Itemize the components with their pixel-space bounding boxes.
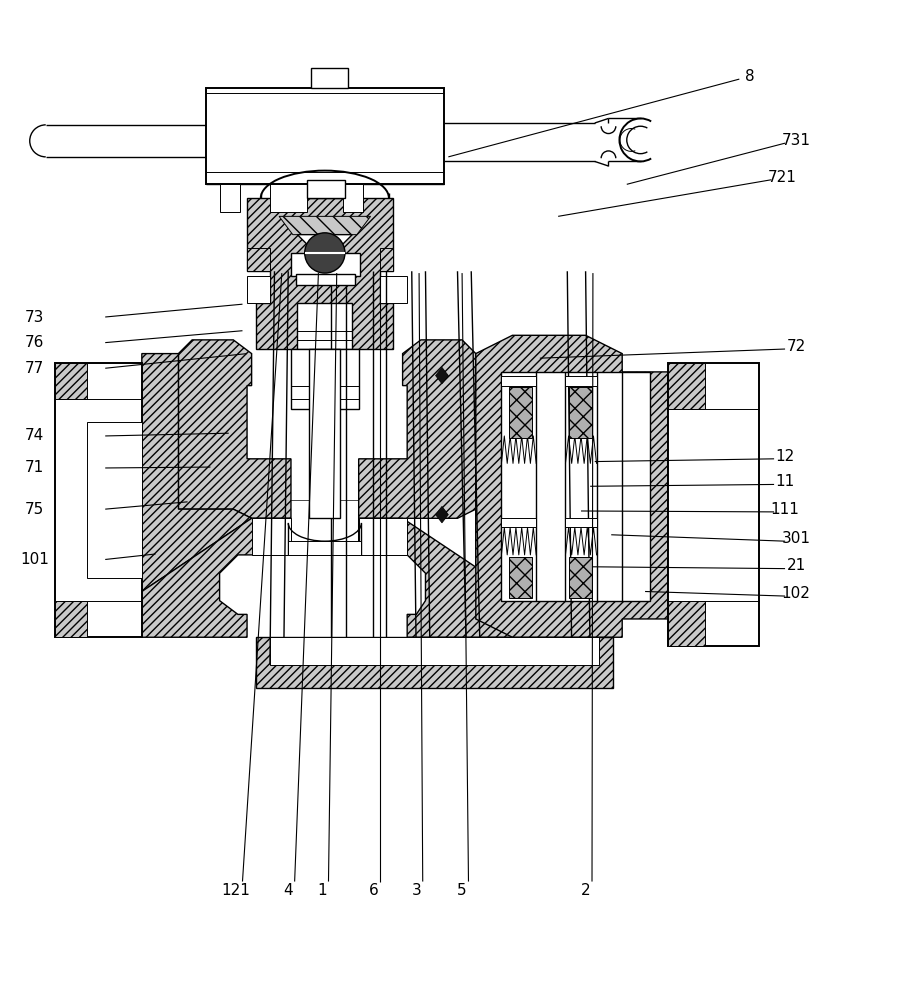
Text: 121: 121 <box>221 883 251 898</box>
Text: 71: 71 <box>25 460 45 475</box>
Bar <box>307 180 345 198</box>
Circle shape <box>305 233 345 273</box>
Bar <box>55 363 142 637</box>
Text: 11: 11 <box>775 474 795 489</box>
Bar <box>252 518 291 555</box>
Bar <box>297 303 352 349</box>
Polygon shape <box>668 601 705 646</box>
Polygon shape <box>436 506 448 523</box>
Text: 721: 721 <box>768 170 797 185</box>
Bar <box>256 637 613 688</box>
Bar <box>501 518 536 527</box>
Text: 21: 21 <box>786 558 806 573</box>
Text: 731: 731 <box>781 133 811 148</box>
Bar <box>270 184 307 212</box>
Bar <box>509 387 532 438</box>
Polygon shape <box>178 340 291 518</box>
Text: 73: 73 <box>25 310 45 324</box>
Bar <box>291 253 360 276</box>
Bar <box>291 349 359 408</box>
Text: 101: 101 <box>20 552 49 567</box>
Bar <box>565 376 597 386</box>
Text: 75: 75 <box>25 502 45 517</box>
Text: 4: 4 <box>284 883 293 898</box>
Polygon shape <box>55 363 87 399</box>
Polygon shape <box>359 340 476 518</box>
Text: 111: 111 <box>770 502 800 517</box>
Bar <box>247 276 270 303</box>
Polygon shape <box>55 601 87 637</box>
Bar <box>288 541 361 555</box>
Polygon shape <box>476 335 668 637</box>
Polygon shape <box>142 354 252 591</box>
Polygon shape <box>359 518 517 637</box>
Bar <box>206 88 444 184</box>
Polygon shape <box>436 367 448 384</box>
Bar <box>380 248 393 271</box>
Text: 1: 1 <box>318 883 327 898</box>
Text: 2: 2 <box>581 883 590 898</box>
Bar <box>509 557 532 598</box>
Polygon shape <box>247 198 393 363</box>
Bar <box>668 363 759 646</box>
Bar <box>565 518 597 527</box>
Text: 12: 12 <box>775 449 795 464</box>
Text: 6: 6 <box>369 883 378 898</box>
Bar <box>87 422 142 578</box>
Bar <box>380 276 407 303</box>
Text: 72: 72 <box>786 339 806 354</box>
Polygon shape <box>297 235 352 262</box>
Bar <box>501 376 536 386</box>
Bar <box>309 349 340 518</box>
Text: 74: 74 <box>25 428 45 443</box>
Polygon shape <box>476 509 512 591</box>
Polygon shape <box>142 518 291 637</box>
Polygon shape <box>279 216 371 235</box>
Text: 77: 77 <box>25 361 45 376</box>
Bar <box>270 637 599 665</box>
Text: 301: 301 <box>781 531 811 546</box>
Text: 76: 76 <box>25 335 45 350</box>
Text: 8: 8 <box>746 69 755 84</box>
Bar <box>359 518 407 555</box>
Text: 102: 102 <box>781 586 811 601</box>
Bar <box>569 387 592 438</box>
Bar <box>569 557 592 598</box>
Polygon shape <box>668 363 705 408</box>
Bar <box>311 68 348 88</box>
Bar <box>501 372 650 601</box>
Bar <box>220 184 240 212</box>
Bar <box>247 248 270 271</box>
Bar <box>343 184 363 212</box>
Text: 3: 3 <box>412 883 421 898</box>
Text: 5: 5 <box>458 883 467 898</box>
Bar <box>296 274 355 285</box>
